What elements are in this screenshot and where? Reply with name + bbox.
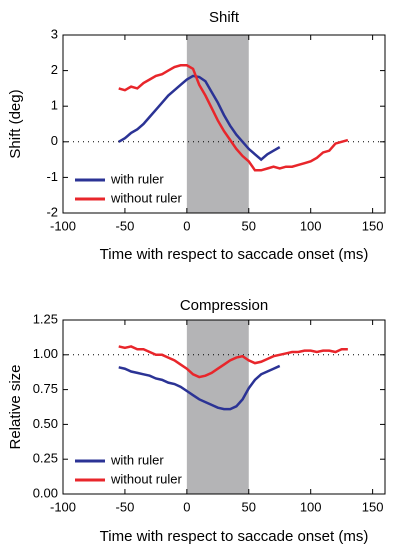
x-tick-label: -100 — [50, 499, 76, 514]
x-tick-label: 0 — [183, 218, 190, 233]
x-axis-label: Time with respect to saccade onset (ms) — [100, 246, 369, 263]
y-tick-label: 0.75 — [33, 381, 58, 396]
series-line — [118, 364, 281, 411]
axes-frame — [62, 319, 386, 495]
y-axis-label: Relative size — [7, 364, 24, 449]
x-tick-label: 150 — [362, 499, 384, 514]
legend-label: without ruler — [110, 190, 182, 205]
chart-title: Compression — [180, 297, 268, 314]
y-axis-label: Shift (deg) — [7, 89, 24, 158]
x-tick-label: 100 — [300, 218, 322, 233]
shaded-region — [186, 35, 249, 213]
x-tick-label: -50 — [116, 499, 135, 514]
x-tick-label: 100 — [300, 499, 322, 514]
y-tick-label: 1 — [51, 98, 58, 113]
chart-title: Shift — [209, 9, 240, 26]
x-tick-label: 0 — [183, 499, 190, 514]
y-tick-label: 0.50 — [33, 416, 58, 431]
y-tick-label: 1.00 — [33, 346, 58, 361]
x-tick-label: -50 — [116, 218, 135, 233]
x-tick-label: 150 — [362, 218, 384, 233]
x-tick-label: 50 — [242, 218, 256, 233]
legend-label: with ruler — [110, 452, 164, 467]
y-tick-label: 0 — [51, 133, 58, 148]
series-line — [118, 74, 281, 162]
legend-label: with ruler — [110, 171, 164, 186]
y-tick-label: 0.00 — [33, 485, 58, 500]
y-tick-label: -1 — [46, 169, 58, 184]
x-tick-label: -100 — [50, 218, 76, 233]
x-axis-label: Time with respect to saccade onset (ms) — [100, 528, 369, 545]
y-tick-label: 1.25 — [33, 311, 58, 326]
legend-label: without ruler — [110, 471, 182, 486]
axes-frame — [62, 34, 386, 214]
series-line — [118, 64, 349, 172]
y-tick-label: 2 — [51, 62, 58, 77]
y-tick-label: -2 — [46, 204, 58, 219]
y-tick-label: 3 — [51, 26, 58, 41]
y-tick-label: 0.25 — [33, 451, 58, 466]
series-line — [118, 345, 348, 379]
x-tick-label: 50 — [242, 499, 256, 514]
